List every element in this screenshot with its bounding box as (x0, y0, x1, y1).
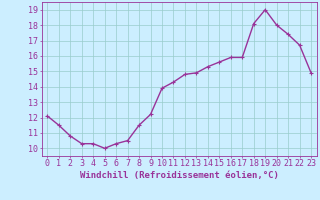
X-axis label: Windchill (Refroidissement éolien,°C): Windchill (Refroidissement éolien,°C) (80, 171, 279, 180)
